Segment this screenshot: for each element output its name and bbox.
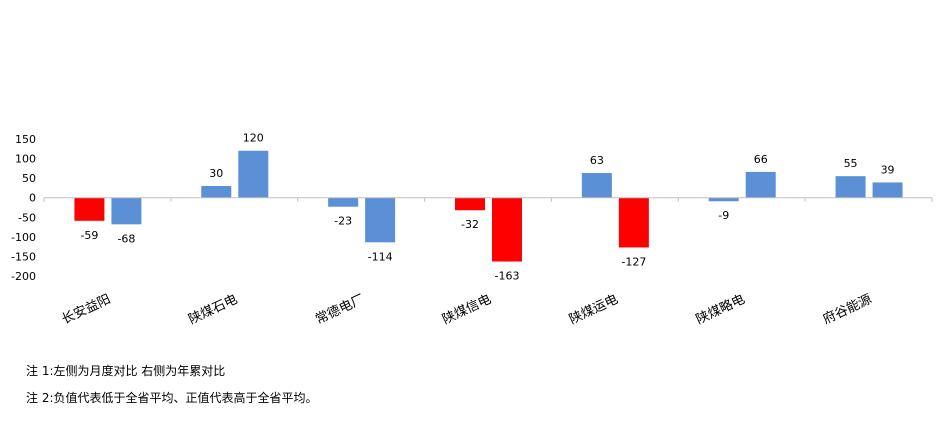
x-tick-label: 常德电厂 bbox=[313, 292, 366, 328]
bar-0-0 bbox=[74, 197, 105, 221]
y-tick-label: -100 bbox=[11, 231, 36, 244]
x-tick-label: 陕煤运电 bbox=[567, 292, 620, 328]
data-label: -9 bbox=[718, 209, 729, 222]
x-tick-label: 陕煤石电 bbox=[186, 292, 239, 328]
data-label: -23 bbox=[334, 215, 352, 228]
bar-chart: 150 100 50 0 -50 -100 -150 -200 -59 30 -23 -32 63 -9… bbox=[11, 132, 933, 328]
data-label: -127 bbox=[621, 255, 646, 268]
data-label: 39 bbox=[881, 163, 895, 176]
data-label: 63 bbox=[590, 154, 604, 167]
x-axis: 长安益阳 陕煤石电 常德电厂 陕煤信电 陕煤运电 陕煤略电 府谷能源 bbox=[43, 197, 933, 328]
y-tick-label: -150 bbox=[11, 250, 36, 263]
x-tick-label: 长安益阳 bbox=[60, 292, 113, 328]
bar-0-1 bbox=[201, 185, 232, 198]
y-tick-label: 100 bbox=[15, 153, 36, 166]
bar-1-0 bbox=[111, 197, 142, 225]
y-tick-label: -50 bbox=[18, 211, 36, 224]
data-label: -59 bbox=[80, 229, 98, 242]
bar-0-5 bbox=[708, 197, 739, 202]
y-tick-label: 150 bbox=[15, 133, 36, 146]
y-tick-label: -200 bbox=[11, 270, 36, 283]
x-tick-label: 陕煤信电 bbox=[440, 292, 493, 328]
data-label: 120 bbox=[243, 132, 264, 145]
y-tick-label: 50 bbox=[22, 172, 36, 185]
bar-1-5 bbox=[745, 171, 776, 198]
bar-1-2 bbox=[365, 197, 396, 243]
data-label: 30 bbox=[209, 167, 223, 180]
bar-1-3 bbox=[492, 197, 522, 262]
data-label: -163 bbox=[495, 270, 520, 283]
note-1: 注 1:左侧为月度对比 右侧为年累对比 bbox=[26, 364, 226, 378]
data-label: -32 bbox=[461, 218, 479, 231]
y-axis: 150 100 50 0 -50 -100 -150 -200 bbox=[11, 133, 36, 283]
bars-group bbox=[74, 150, 903, 262]
bar-0-4 bbox=[581, 173, 612, 198]
x-tick-label: 府谷能源 bbox=[821, 292, 874, 328]
note-2: 注 2:负值代表低于全省平均、正值代表高于全省平均。 bbox=[26, 391, 318, 405]
data-labels-group: -59 30 -23 -32 63 -9 55 -68 120 -114 -163 -127 66 39 bbox=[80, 132, 894, 283]
data-label: -114 bbox=[368, 250, 393, 263]
x-tick-label: 陕煤略电 bbox=[694, 291, 748, 327]
data-label: 55 bbox=[844, 157, 858, 170]
bar-0-2 bbox=[328, 197, 359, 207]
bar-1-4 bbox=[618, 197, 649, 248]
bar-0-3 bbox=[455, 197, 485, 211]
bar-1-1 bbox=[238, 150, 269, 198]
bar-0-6 bbox=[835, 176, 866, 198]
bar-1-6 bbox=[872, 182, 903, 198]
y-tick-label: 0 bbox=[29, 192, 36, 205]
data-label: -68 bbox=[117, 232, 135, 245]
data-label: 66 bbox=[754, 153, 768, 166]
